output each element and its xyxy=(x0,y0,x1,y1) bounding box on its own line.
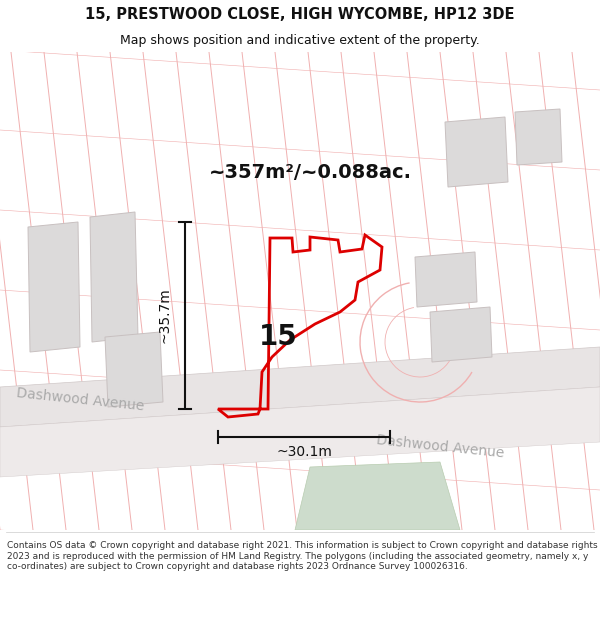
Polygon shape xyxy=(105,332,163,407)
Text: 15: 15 xyxy=(259,323,298,351)
Text: ~357m²/~0.088ac.: ~357m²/~0.088ac. xyxy=(209,162,412,181)
Text: ~35.7m: ~35.7m xyxy=(158,287,172,343)
Polygon shape xyxy=(0,347,600,427)
Text: 15, PRESTWOOD CLOSE, HIGH WYCOMBE, HP12 3DE: 15, PRESTWOOD CLOSE, HIGH WYCOMBE, HP12 … xyxy=(85,6,515,21)
Polygon shape xyxy=(430,307,492,362)
Polygon shape xyxy=(0,387,600,477)
Polygon shape xyxy=(445,117,508,187)
Polygon shape xyxy=(415,252,477,307)
Polygon shape xyxy=(90,212,138,342)
Text: Dashwood Avenue: Dashwood Avenue xyxy=(16,386,145,414)
Polygon shape xyxy=(295,462,460,530)
Polygon shape xyxy=(28,222,80,352)
Text: Dashwood Avenue: Dashwood Avenue xyxy=(376,433,505,461)
Text: Contains OS data © Crown copyright and database right 2021. This information is : Contains OS data © Crown copyright and d… xyxy=(7,541,598,571)
Polygon shape xyxy=(515,109,562,165)
Text: ~30.1m: ~30.1m xyxy=(276,445,332,459)
Text: Map shows position and indicative extent of the property.: Map shows position and indicative extent… xyxy=(120,34,480,47)
